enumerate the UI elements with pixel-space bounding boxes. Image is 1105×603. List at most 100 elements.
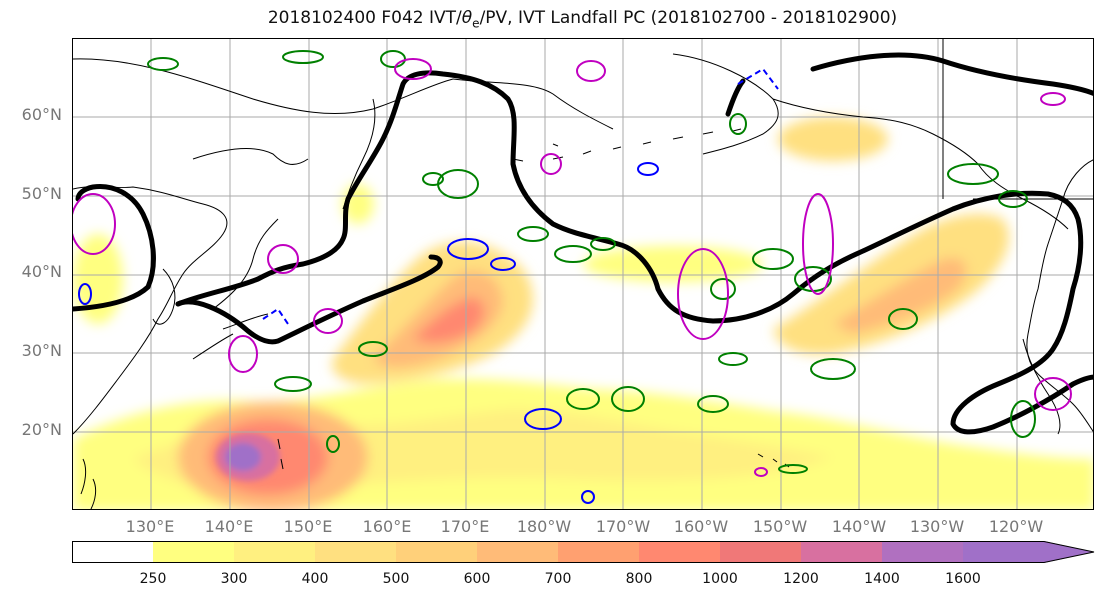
lon-label-170w: 170°W xyxy=(595,517,651,536)
coast-marianas xyxy=(277,438,284,470)
colorbar xyxy=(72,541,1095,563)
coast-baja xyxy=(1022,338,1061,435)
pv-pos-16 xyxy=(611,386,645,412)
coast-alaska xyxy=(672,53,1069,230)
landfall-9 xyxy=(802,193,834,295)
colorbar-extend-arrow xyxy=(963,541,1094,563)
theta-e-main xyxy=(73,70,1093,435)
coast-north-america xyxy=(1026,159,1093,433)
colorbar-seg-9 xyxy=(801,541,882,563)
pv-pos-10 xyxy=(752,248,794,270)
lon-label-170e: 170°E xyxy=(440,517,490,536)
landfall-3 xyxy=(267,244,299,274)
pv-pos-19 xyxy=(358,341,388,357)
pv-neg-1 xyxy=(447,238,489,260)
pv-pos-21 xyxy=(998,190,1028,208)
colorbar-label-700: 700 xyxy=(544,571,572,587)
ivt-typhoon-core xyxy=(216,433,280,481)
landfall-8 xyxy=(677,248,729,340)
pv-neg-3 xyxy=(524,408,562,430)
pv-pos-12 xyxy=(888,308,918,330)
pv-pos-17 xyxy=(697,395,729,413)
colorbar-outline xyxy=(72,541,1095,563)
colorbar-seg-2 xyxy=(234,541,315,563)
coast-bering xyxy=(452,78,614,162)
pv-pos-20 xyxy=(947,163,999,185)
colorbar-label-300: 300 xyxy=(220,571,248,587)
pv-pos-25 xyxy=(729,113,747,135)
ivt-ne-pacific-core xyxy=(833,258,967,334)
colorbar-seg-3 xyxy=(315,541,396,563)
lat-label-40n: 40°N xyxy=(21,262,62,281)
colorbar-label-400: 400 xyxy=(301,571,329,587)
colorbar-label-800: 800 xyxy=(625,571,653,587)
colorbar-seg-4 xyxy=(396,541,477,563)
title-suffix: /PV, IVT Landfall PC (2018102700 - 20181… xyxy=(479,8,898,28)
landfall-6 xyxy=(576,60,606,82)
pv-pos-5 xyxy=(437,169,479,199)
pv-neg-5 xyxy=(637,162,659,176)
colorbar-seg-6 xyxy=(558,541,639,563)
title-prefix: 2018102400 F042 IVT/ xyxy=(267,8,462,28)
landfall-2 xyxy=(228,335,258,373)
coast-japan xyxy=(192,218,279,360)
theta-e-japan xyxy=(175,254,443,345)
ivt-mid-pacific-band xyxy=(583,246,763,282)
colorbar-seg-8 xyxy=(720,541,801,563)
landfall-11 xyxy=(1040,92,1066,106)
lon-label-150w: 150°W xyxy=(752,517,808,536)
landfall-contours xyxy=(73,58,1072,477)
title-theta: θ xyxy=(461,8,473,28)
coast-korea xyxy=(152,268,176,325)
pv-pos-23 xyxy=(326,435,340,453)
map-panel[interactable] xyxy=(72,38,1094,510)
pv-pos-13 xyxy=(810,358,856,380)
lon-label-130w: 130°W xyxy=(909,517,965,536)
title-theta-sub: e xyxy=(472,16,480,31)
pv-pos-15 xyxy=(566,388,600,410)
lon-label-140e: 140°E xyxy=(204,517,254,536)
map-title: 2018102400 F042 IVT/θe/PV, IVT Landfall … xyxy=(0,8,1105,30)
colorbar-seg-5 xyxy=(477,541,558,563)
pv-pos-6 xyxy=(517,226,549,242)
colorbar-label-1200: 1200 xyxy=(783,571,819,587)
colorbar-label-600: 600 xyxy=(463,571,491,587)
lon-label-150e: 150°E xyxy=(283,517,333,536)
pv-negative-contours xyxy=(78,67,779,504)
ivt-gulf-patch xyxy=(778,117,888,161)
colorbar-label-500: 500 xyxy=(382,571,410,587)
pv-neg-6 xyxy=(78,283,92,305)
colorbar-seg-0 xyxy=(72,541,153,563)
lon-label-180w: 180°W xyxy=(516,517,572,536)
pv-pos-4 xyxy=(422,172,444,186)
pv-pos-2 xyxy=(282,50,324,64)
coast-aleutians xyxy=(552,128,742,160)
colorbar-seg-7 xyxy=(639,541,720,563)
pv-pos-9 xyxy=(710,278,736,300)
theta-e-aleutian xyxy=(725,78,746,117)
colorbar-label-1000: 1000 xyxy=(702,571,738,587)
pv-pos-3 xyxy=(380,50,406,68)
lat-label-60n: 60°N xyxy=(21,105,62,124)
pv-pos-1 xyxy=(147,57,179,71)
ivt-typhoon-ring-2 xyxy=(225,443,261,471)
pv-pos-7 xyxy=(554,245,592,263)
pv-neg-dashed-2 xyxy=(262,307,289,325)
pv-neg-dashed-1 xyxy=(737,67,779,90)
colorbar-seg-10 xyxy=(882,541,963,563)
map-canvas xyxy=(73,39,1093,509)
theta-e-contour xyxy=(73,52,1093,435)
lon-label-130e: 130°E xyxy=(125,517,175,536)
lon-label-160e: 160°E xyxy=(362,517,412,536)
colorbar-label-1400: 1400 xyxy=(864,571,900,587)
pv-pos-18 xyxy=(274,376,312,392)
pv-positive-contours xyxy=(147,50,1036,474)
lat-label-30n: 30°N xyxy=(21,341,62,360)
theta-e-north xyxy=(810,52,1093,96)
landfall-7 xyxy=(540,153,562,175)
pv-pos-14 xyxy=(718,352,748,366)
pv-pos-22 xyxy=(1010,400,1036,438)
lon-label-160w: 160°W xyxy=(673,517,729,536)
landfall-12 xyxy=(754,467,768,477)
ivt-ne-pacific-plume xyxy=(773,213,1009,355)
